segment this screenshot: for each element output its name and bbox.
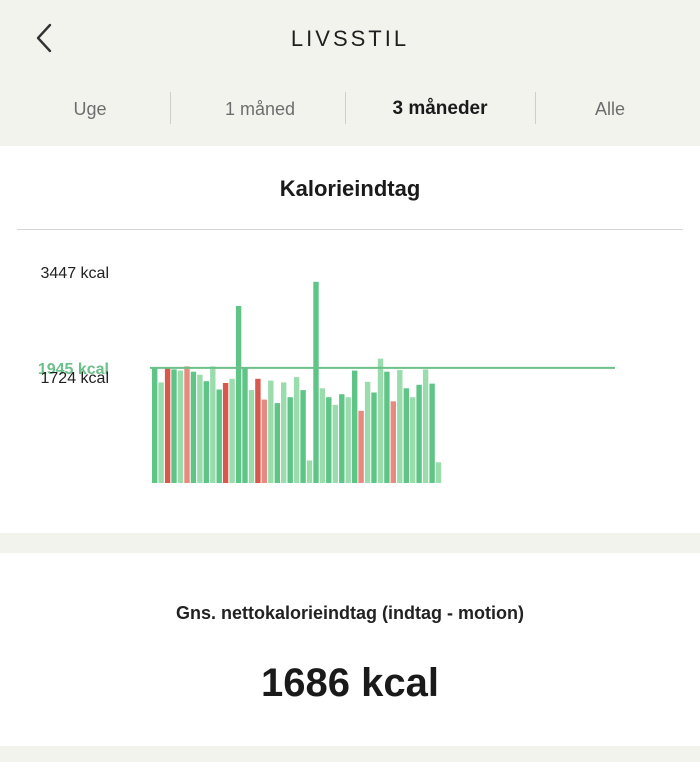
- chart-bar: [190, 371, 197, 483]
- chart-bar: [306, 460, 313, 483]
- chart-bar: [397, 370, 403, 483]
- chart-bar: [203, 381, 209, 483]
- chart-bar: [268, 380, 274, 483]
- chart-bar: [235, 306, 242, 483]
- tab-divider: [345, 92, 346, 124]
- chart-bar: [255, 378, 261, 483]
- chart-bar: [184, 366, 190, 483]
- page-title: LIVSSTIL: [290, 26, 410, 51]
- chart-title: Kalorieindtag: [279, 176, 421, 201]
- chart-bar: [152, 367, 158, 483]
- divider: [17, 229, 683, 230]
- chart-bar: [371, 392, 377, 483]
- tab-uge[interactable]: Uge: [73, 99, 107, 119]
- average-label: Gns. nettokalorieindtag (indtag - motion…: [176, 603, 524, 623]
- chart-bar: [416, 384, 422, 483]
- chart-bar: [422, 369, 429, 483]
- tab-divider: [170, 92, 171, 124]
- chart-bar: [429, 383, 435, 483]
- chart-bar: [222, 383, 229, 483]
- chart-bar: [293, 377, 300, 483]
- chart-bar: [332, 404, 338, 483]
- tab-divider: [535, 92, 536, 124]
- chart-bar: [177, 370, 184, 483]
- chart-bar: [410, 397, 416, 483]
- tab-alle[interactable]: Alle: [594, 99, 625, 119]
- chart-bar: [384, 371, 390, 483]
- chart-bar: [210, 366, 216, 483]
- chart-bar: [242, 368, 248, 483]
- y-label-average: 1724 kcal: [41, 370, 110, 387]
- chart-bar: [339, 394, 345, 483]
- chart-bar: [261, 399, 267, 483]
- app-header: LIVSSTIL: [0, 0, 700, 78]
- tab-1-maaned[interactable]: 1 måned: [224, 99, 296, 119]
- chart-bar: [358, 410, 364, 483]
- y-label-goal: 1945 kcal: [38, 361, 109, 378]
- chart-bar: [377, 358, 384, 483]
- chart-bar: [216, 389, 222, 483]
- chart-bar: [197, 374, 203, 483]
- chart-bar: [345, 397, 351, 483]
- chart-bar: [352, 370, 358, 483]
- chart-bar: [390, 401, 396, 483]
- calorie-chart-card: Kalorieindtag 3447 kcal 1945 kcal 1724 k…: [0, 146, 700, 533]
- chart-bar: [319, 388, 326, 483]
- chevron-left-icon: [36, 23, 52, 53]
- chart-bar: [164, 367, 171, 483]
- chart-bar: [364, 381, 371, 483]
- chart-bar: [229, 378, 235, 483]
- period-tabs: Uge 1 måned 3 måneder Alle: [0, 78, 700, 144]
- back-button[interactable]: [28, 20, 60, 56]
- chart-bar: [281, 382, 287, 483]
- chart-bar: [326, 397, 332, 483]
- average-value: 1686 kcal: [261, 661, 439, 705]
- chart-bar: [274, 403, 280, 483]
- y-label-max: 3447 kcal: [41, 265, 110, 282]
- chart-bar: [300, 390, 306, 483]
- chart-bar: [313, 281, 319, 483]
- chart-bar: [435, 462, 442, 483]
- chart-bar: [403, 388, 409, 483]
- chart-bar: [158, 382, 164, 483]
- chart-bar: [287, 397, 293, 483]
- chart-bar: [248, 390, 255, 483]
- average-card: Gns. nettokalorieindtag (indtag - motion…: [0, 553, 700, 746]
- calorie-bar-chart: 3447 kcal 1945 kcal 1724 kcal: [38, 265, 615, 483]
- chart-bar: [171, 369, 177, 483]
- tab-3-maaneder[interactable]: 3 måneder: [392, 98, 488, 119]
